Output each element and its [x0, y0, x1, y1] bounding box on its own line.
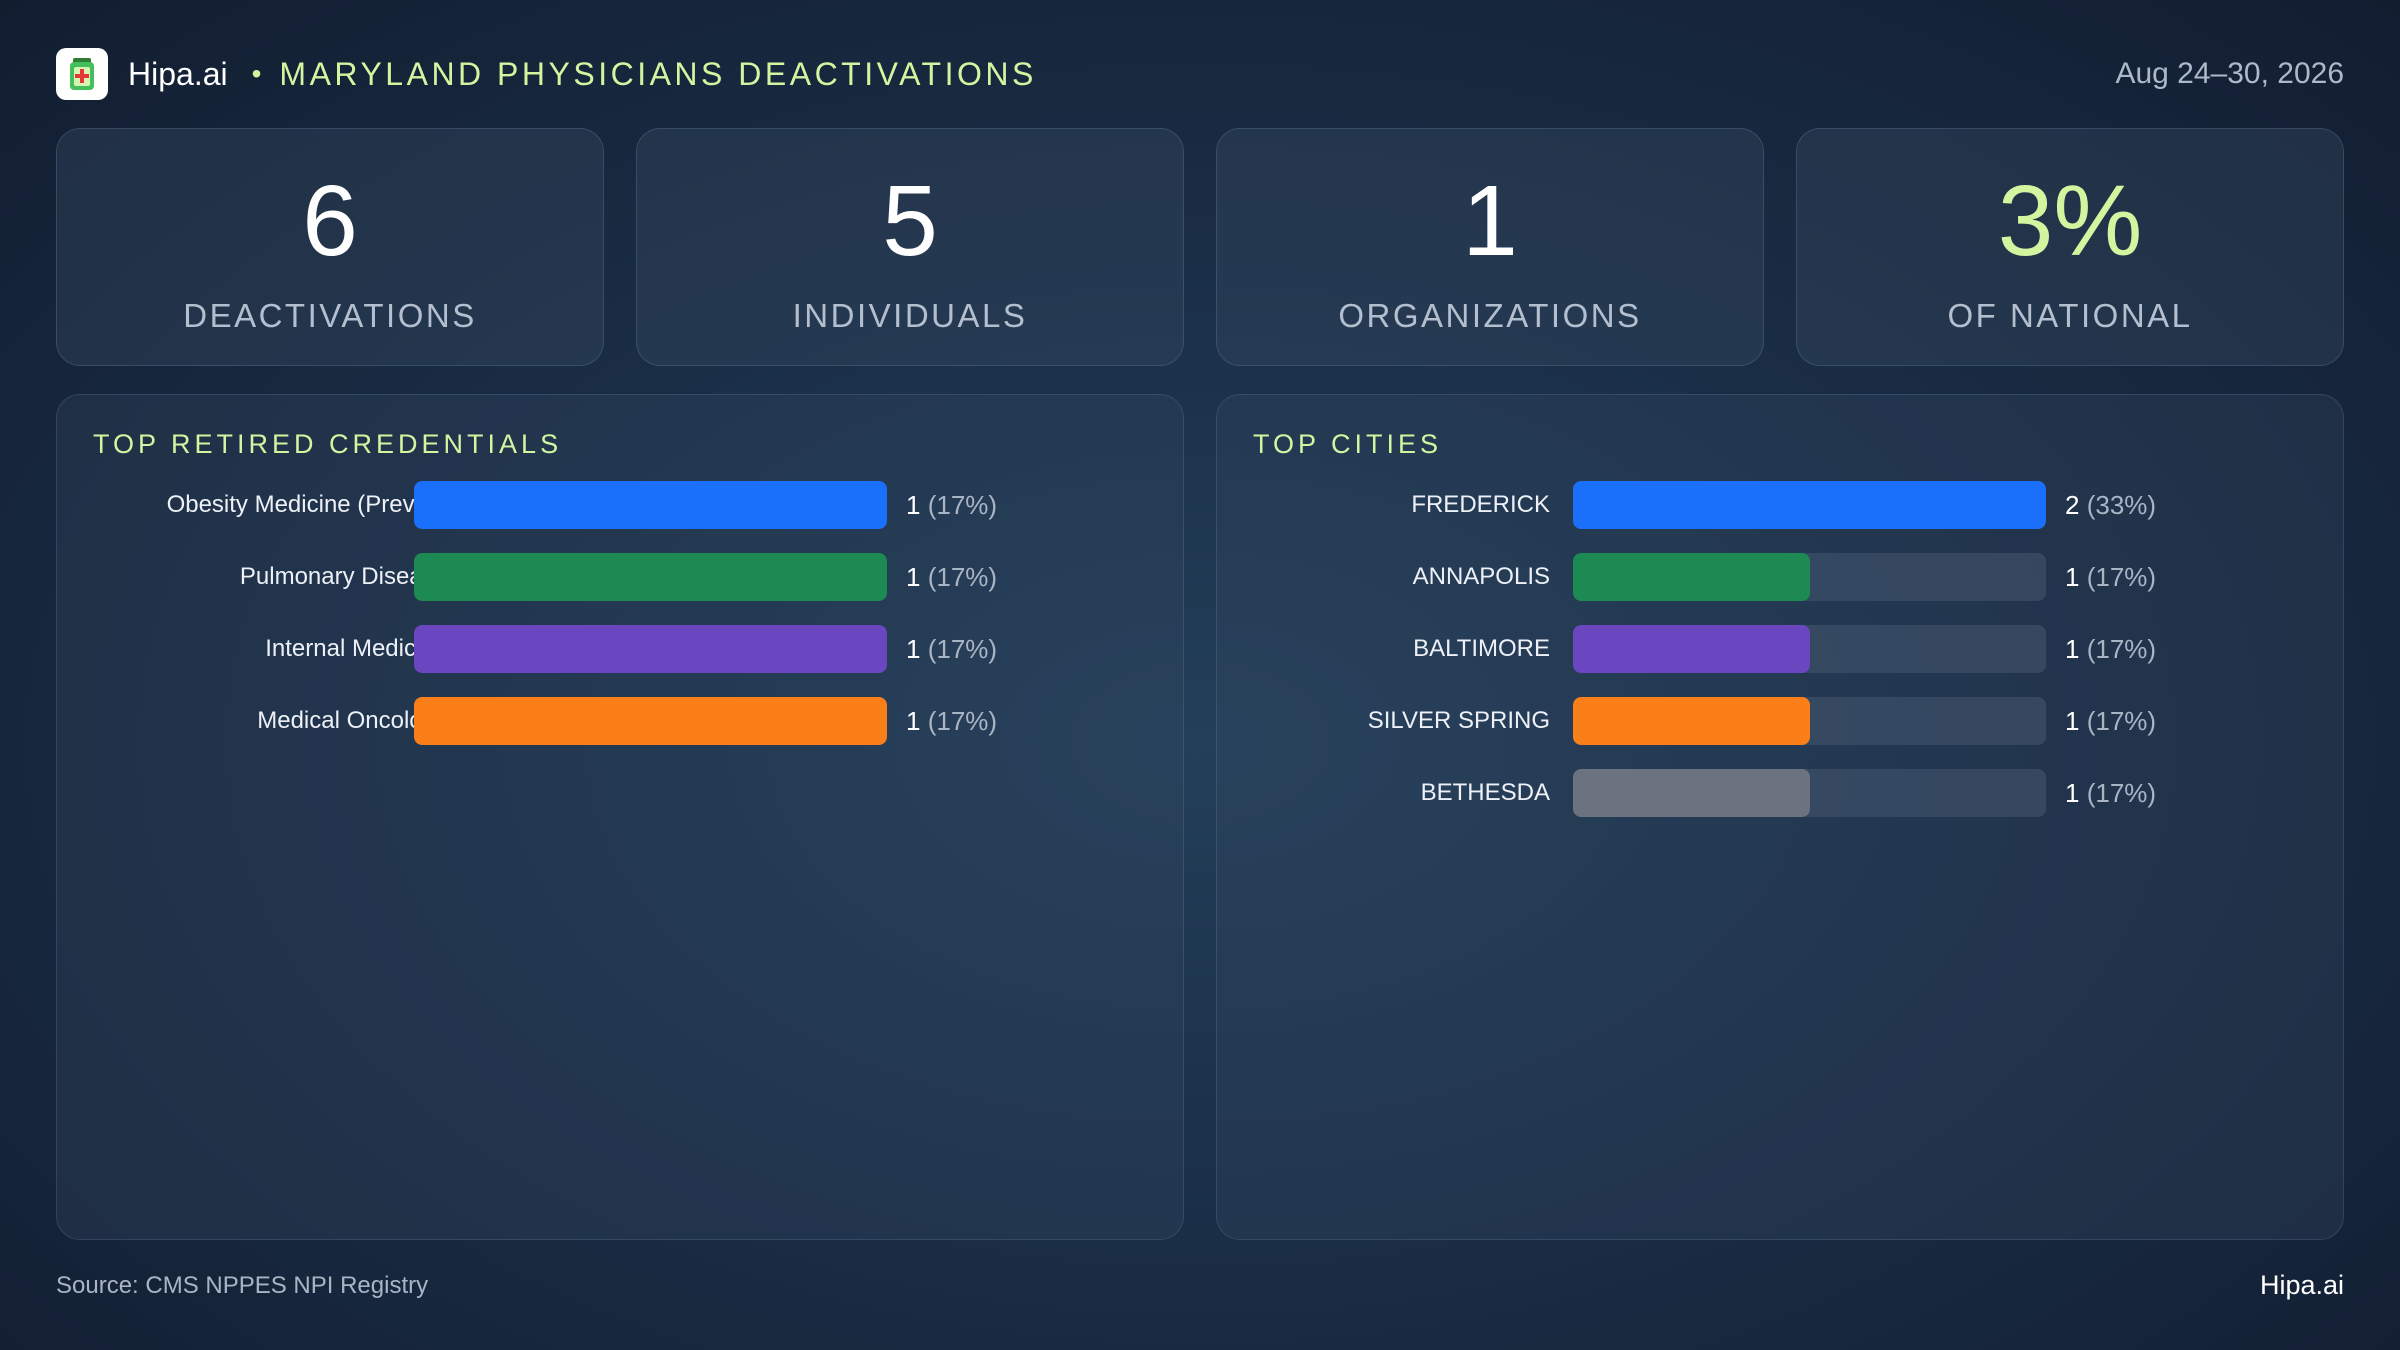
bar-percent: (33%)	[2086, 490, 2157, 520]
kpi-value: 3%	[1997, 165, 2143, 277]
bar-value-label: 1 (17%)	[2065, 625, 2156, 673]
kpi-label: INDIVIDUALS	[792, 297, 1028, 334]
bar-percent: (17%)	[2086, 706, 2157, 736]
bar-track	[1573, 481, 2046, 529]
bar	[414, 625, 887, 673]
kpi-value: 5	[882, 165, 938, 277]
bar	[1573, 697, 1810, 745]
medical-clipboard-icon	[56, 48, 108, 100]
bar-track	[1573, 553, 2046, 601]
bar-value: 1	[2065, 562, 2080, 592]
kpi-card-national-share: 3% OF NATIONAL	[1796, 128, 2344, 366]
page-title: MARYLAND PHYSICIANS DEACTIVATIONS	[279, 55, 1037, 92]
bar-percent: (17%)	[2086, 562, 2157, 592]
bar-track	[1573, 769, 2046, 817]
bar-value-label: 1 (17%)	[2065, 769, 2156, 817]
bar-percent: (17%)	[2086, 634, 2157, 664]
bar	[1573, 553, 1810, 601]
bar-percent: (17%)	[927, 634, 998, 664]
bar-label: Pulmonary Disease	[239, 563, 448, 590]
bar-percent: (17%)	[2086, 778, 2157, 808]
bar-value: 2	[2065, 490, 2080, 520]
bar-track	[414, 481, 887, 529]
footer-brand: Hipa.ai	[2259, 1270, 2344, 1300]
bar-row-silver-spring: SILVER SPRING 1 (17%)	[1217, 697, 2343, 745]
bar-row-bethesda: BETHESDA 1 (17%)	[1217, 769, 2343, 817]
bar-track	[414, 553, 887, 601]
kpi-value: 6	[302, 165, 358, 277]
bar-track	[414, 625, 887, 673]
bar-track	[1573, 697, 2046, 745]
bar-value-label: 1 (17%)	[2065, 553, 2156, 601]
kpi-label: DEACTIVATIONS	[183, 297, 477, 334]
bar-label: Obesity Medicine (Preve...	[166, 491, 448, 518]
brand-name: Hipa.ai	[128, 55, 228, 92]
bar-percent: (17%)	[927, 562, 998, 592]
bar-label: Medical Oncology	[257, 707, 448, 734]
bar-value: 1	[906, 706, 921, 736]
kpi-row: 6 DEACTIVATIONS 5 INDIVIDUALS 1 ORGANIZA…	[56, 128, 2344, 366]
bar	[1573, 625, 1810, 673]
kpi-card-individuals: 5 INDIVIDUALS	[636, 128, 1184, 366]
bar-value-label: 1 (17%)	[906, 697, 997, 745]
kpi-card-organizations: 1 ORGANIZATIONS	[1216, 128, 1764, 366]
bar-value-label: 1 (17%)	[906, 625, 997, 673]
bar-track	[414, 697, 887, 745]
bar-value: 1	[2065, 634, 2080, 664]
bar-value-label: 1 (17%)	[2065, 697, 2156, 745]
bar	[414, 481, 887, 529]
bar-row-medical-oncology: Medical Oncology 1 (17%)	[57, 697, 1183, 745]
bar	[414, 697, 887, 745]
bar-label: SILVER SPRING	[1367, 707, 1550, 734]
bar-percent: (17%)	[927, 490, 998, 520]
bar-row-internal-medicine: Internal Medicine 1 (17%)	[57, 625, 1183, 673]
chart-title: TOP RETIRED CREDENTIALS	[93, 429, 563, 459]
header: Hipa.ai • MARYLAND PHYSICIANS DEACTIVATI…	[56, 48, 2344, 100]
title-separator: •	[251, 58, 262, 89]
date-range: Aug 24–30, 2026	[2115, 57, 2344, 90]
cities-chart-panel: TOP CITIES FREDERICK 2 (33%) ANNAPOLIS 1 (1…	[1216, 394, 2344, 1240]
kpi-label: OF NATIONAL	[1947, 297, 2193, 334]
credentials-chart-panel: TOP RETIRED CREDENTIALS Obesity Medicine…	[56, 394, 1184, 1240]
bar-value-label: 2 (33%)	[2065, 481, 2156, 529]
source-note: Source: CMS NPPES NPI Registry	[56, 1272, 429, 1299]
bar	[414, 553, 887, 601]
chart-title: TOP CITIES	[1253, 429, 1443, 459]
bar-value-label: 1 (17%)	[906, 481, 997, 529]
bar	[1573, 481, 2046, 529]
bar-row-baltimore: BALTIMORE 1 (17%)	[1217, 625, 2343, 673]
bar-value: 1	[906, 562, 921, 592]
bar-track	[1573, 625, 2046, 673]
bar-value: 1	[906, 634, 921, 664]
bar-value: 1	[2065, 706, 2080, 736]
bar-label: ANNAPOLIS	[1412, 563, 1550, 590]
bar-value: 1	[2065, 778, 2080, 808]
bar-percent: (17%)	[927, 706, 998, 736]
kpi-label: ORGANIZATIONS	[1338, 297, 1642, 334]
bar-row-pulmonary-disease: Pulmonary Disease 1 (17%)	[57, 553, 1183, 601]
bar-row-frederick: FREDERICK 2 (33%)	[1217, 481, 2343, 529]
bar-label: FREDERICK	[1411, 491, 1550, 518]
bar	[1573, 769, 1810, 817]
bar-value: 1	[906, 490, 921, 520]
kpi-value: 1	[1462, 165, 1518, 277]
bar-label: Internal Medicine	[265, 635, 448, 662]
bar-label: BALTIMORE	[1413, 635, 1550, 662]
bar-label: BETHESDA	[1420, 779, 1550, 806]
kpi-card-deactivations: 6 DEACTIVATIONS	[56, 128, 604, 366]
bar-value-label: 1 (17%)	[906, 553, 997, 601]
bar-row-obesity-medicine-preve: Obesity Medicine (Preve... 1 (17%)	[57, 481, 1183, 529]
bar-row-annapolis: ANNAPOLIS 1 (17%)	[1217, 553, 2343, 601]
